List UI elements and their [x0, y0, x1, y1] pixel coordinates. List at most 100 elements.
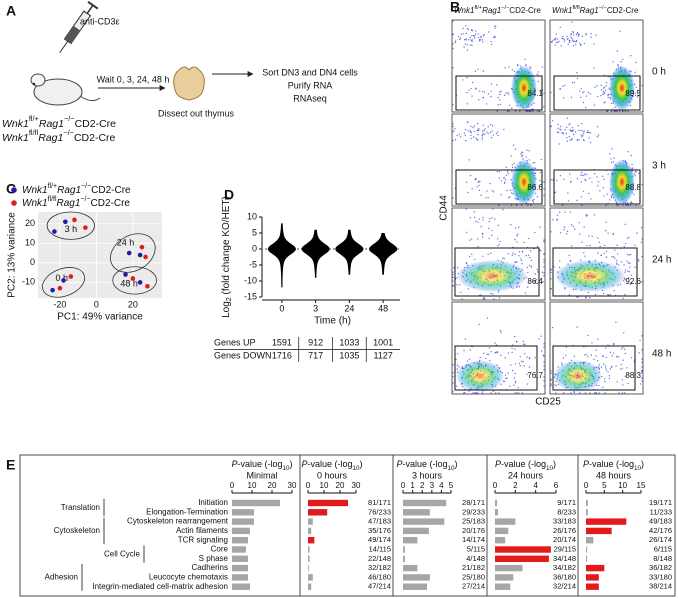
event-dot — [536, 268, 538, 271]
count-label: 33/180 — [649, 572, 672, 581]
event-dot — [534, 273, 537, 275]
event-dot — [567, 192, 569, 194]
event-dot — [593, 172, 596, 175]
event-dot — [605, 204, 607, 206]
gate — [454, 247, 540, 297]
event-dot — [506, 91, 509, 94]
event-dot — [639, 339, 641, 342]
row-label: 3 h — [652, 161, 666, 172]
event-dot — [620, 261, 623, 263]
event-dot — [525, 254, 528, 257]
y-axis-label: PC2: 13% variance — [7, 212, 18, 298]
event-dot — [562, 133, 565, 135]
chart-title: Minimal — [246, 470, 277, 480]
event-dot — [514, 380, 517, 382]
x-tick-label: 48 — [378, 303, 388, 313]
event-dot — [539, 179, 541, 182]
event-dot — [454, 139, 457, 141]
step: Purify RNA — [288, 80, 333, 90]
event-dot — [503, 182, 506, 184]
event-dot — [584, 392, 587, 394]
event-dot — [477, 221, 479, 223]
event-dot — [569, 122, 571, 125]
bar — [495, 537, 506, 544]
event-dot — [529, 357, 531, 360]
event-dot — [637, 259, 639, 261]
event-dot — [492, 208, 494, 210]
event-dot — [595, 34, 597, 36]
event-dot — [565, 132, 568, 135]
count-label: 34/148 — [553, 554, 576, 563]
violin — [369, 233, 398, 275]
event-dot — [626, 367, 628, 369]
event-dot — [605, 221, 607, 223]
event-dot — [526, 373, 528, 376]
event-dot — [467, 191, 469, 194]
event-dot — [462, 33, 464, 35]
event-dot — [597, 252, 599, 254]
x-tick-label: 1 — [410, 481, 415, 490]
event-dot — [591, 235, 593, 238]
event-dot — [507, 253, 510, 255]
event-dot — [536, 282, 538, 285]
event-dot — [570, 245, 573, 247]
column-header: Wnk1fl/flRag1−/−CD2-Cre — [552, 5, 639, 15]
event-dot — [572, 225, 575, 228]
count-label: 19/171 — [649, 498, 672, 507]
event-dot — [610, 366, 613, 368]
event-dot — [508, 93, 510, 95]
event-dot — [495, 392, 497, 394]
event-dot — [557, 127, 559, 130]
panel-label: E — [6, 457, 15, 473]
event-dot — [510, 189, 512, 191]
event-dot — [612, 233, 615, 236]
event-dot — [510, 204, 513, 206]
event-dot — [481, 392, 484, 394]
event-dot — [465, 39, 467, 41]
event-dot — [575, 43, 577, 45]
event-dot — [626, 204, 628, 206]
event-dot — [580, 196, 583, 198]
event-dot — [570, 180, 572, 182]
event-dot — [629, 283, 632, 286]
event-dot — [469, 239, 471, 241]
event-dot — [533, 102, 535, 104]
event-dot — [485, 103, 488, 105]
event-dot — [579, 42, 581, 44]
bar — [232, 518, 254, 525]
bar — [495, 546, 551, 553]
point — [143, 254, 148, 260]
event-dot — [603, 252, 606, 255]
event-dot — [456, 284, 458, 286]
event-dot — [624, 293, 626, 296]
event-dot — [555, 392, 557, 394]
event-dot — [505, 174, 508, 176]
bar — [308, 555, 310, 562]
event-dot — [531, 199, 534, 202]
event-dot — [521, 151, 523, 153]
event-dot — [624, 269, 627, 271]
bar — [232, 555, 248, 562]
cluster-ellipse — [112, 266, 157, 295]
event-dot — [582, 132, 585, 135]
event-dot — [507, 172, 510, 175]
event-dot — [578, 233, 581, 235]
count-label: 25/183 — [462, 517, 485, 526]
x-tick-label: 4 — [439, 481, 444, 490]
gate-percentage: 76.7 — [527, 371, 543, 380]
event-dot — [600, 366, 603, 368]
event-dot — [482, 134, 484, 136]
bar — [586, 546, 588, 553]
x-axis-label: Time (h) — [314, 316, 351, 327]
count-label: 14/115 — [369, 544, 391, 553]
event-dot — [602, 386, 604, 389]
event-dot — [470, 132, 472, 134]
axis-title: P-value (-log10) — [396, 459, 457, 472]
event-dot — [597, 338, 599, 340]
event-dot — [563, 40, 566, 42]
event-dot — [601, 175, 604, 178]
bar — [403, 509, 430, 516]
event-dot — [473, 211, 476, 213]
point — [68, 274, 74, 279]
event-dot — [550, 372, 552, 374]
